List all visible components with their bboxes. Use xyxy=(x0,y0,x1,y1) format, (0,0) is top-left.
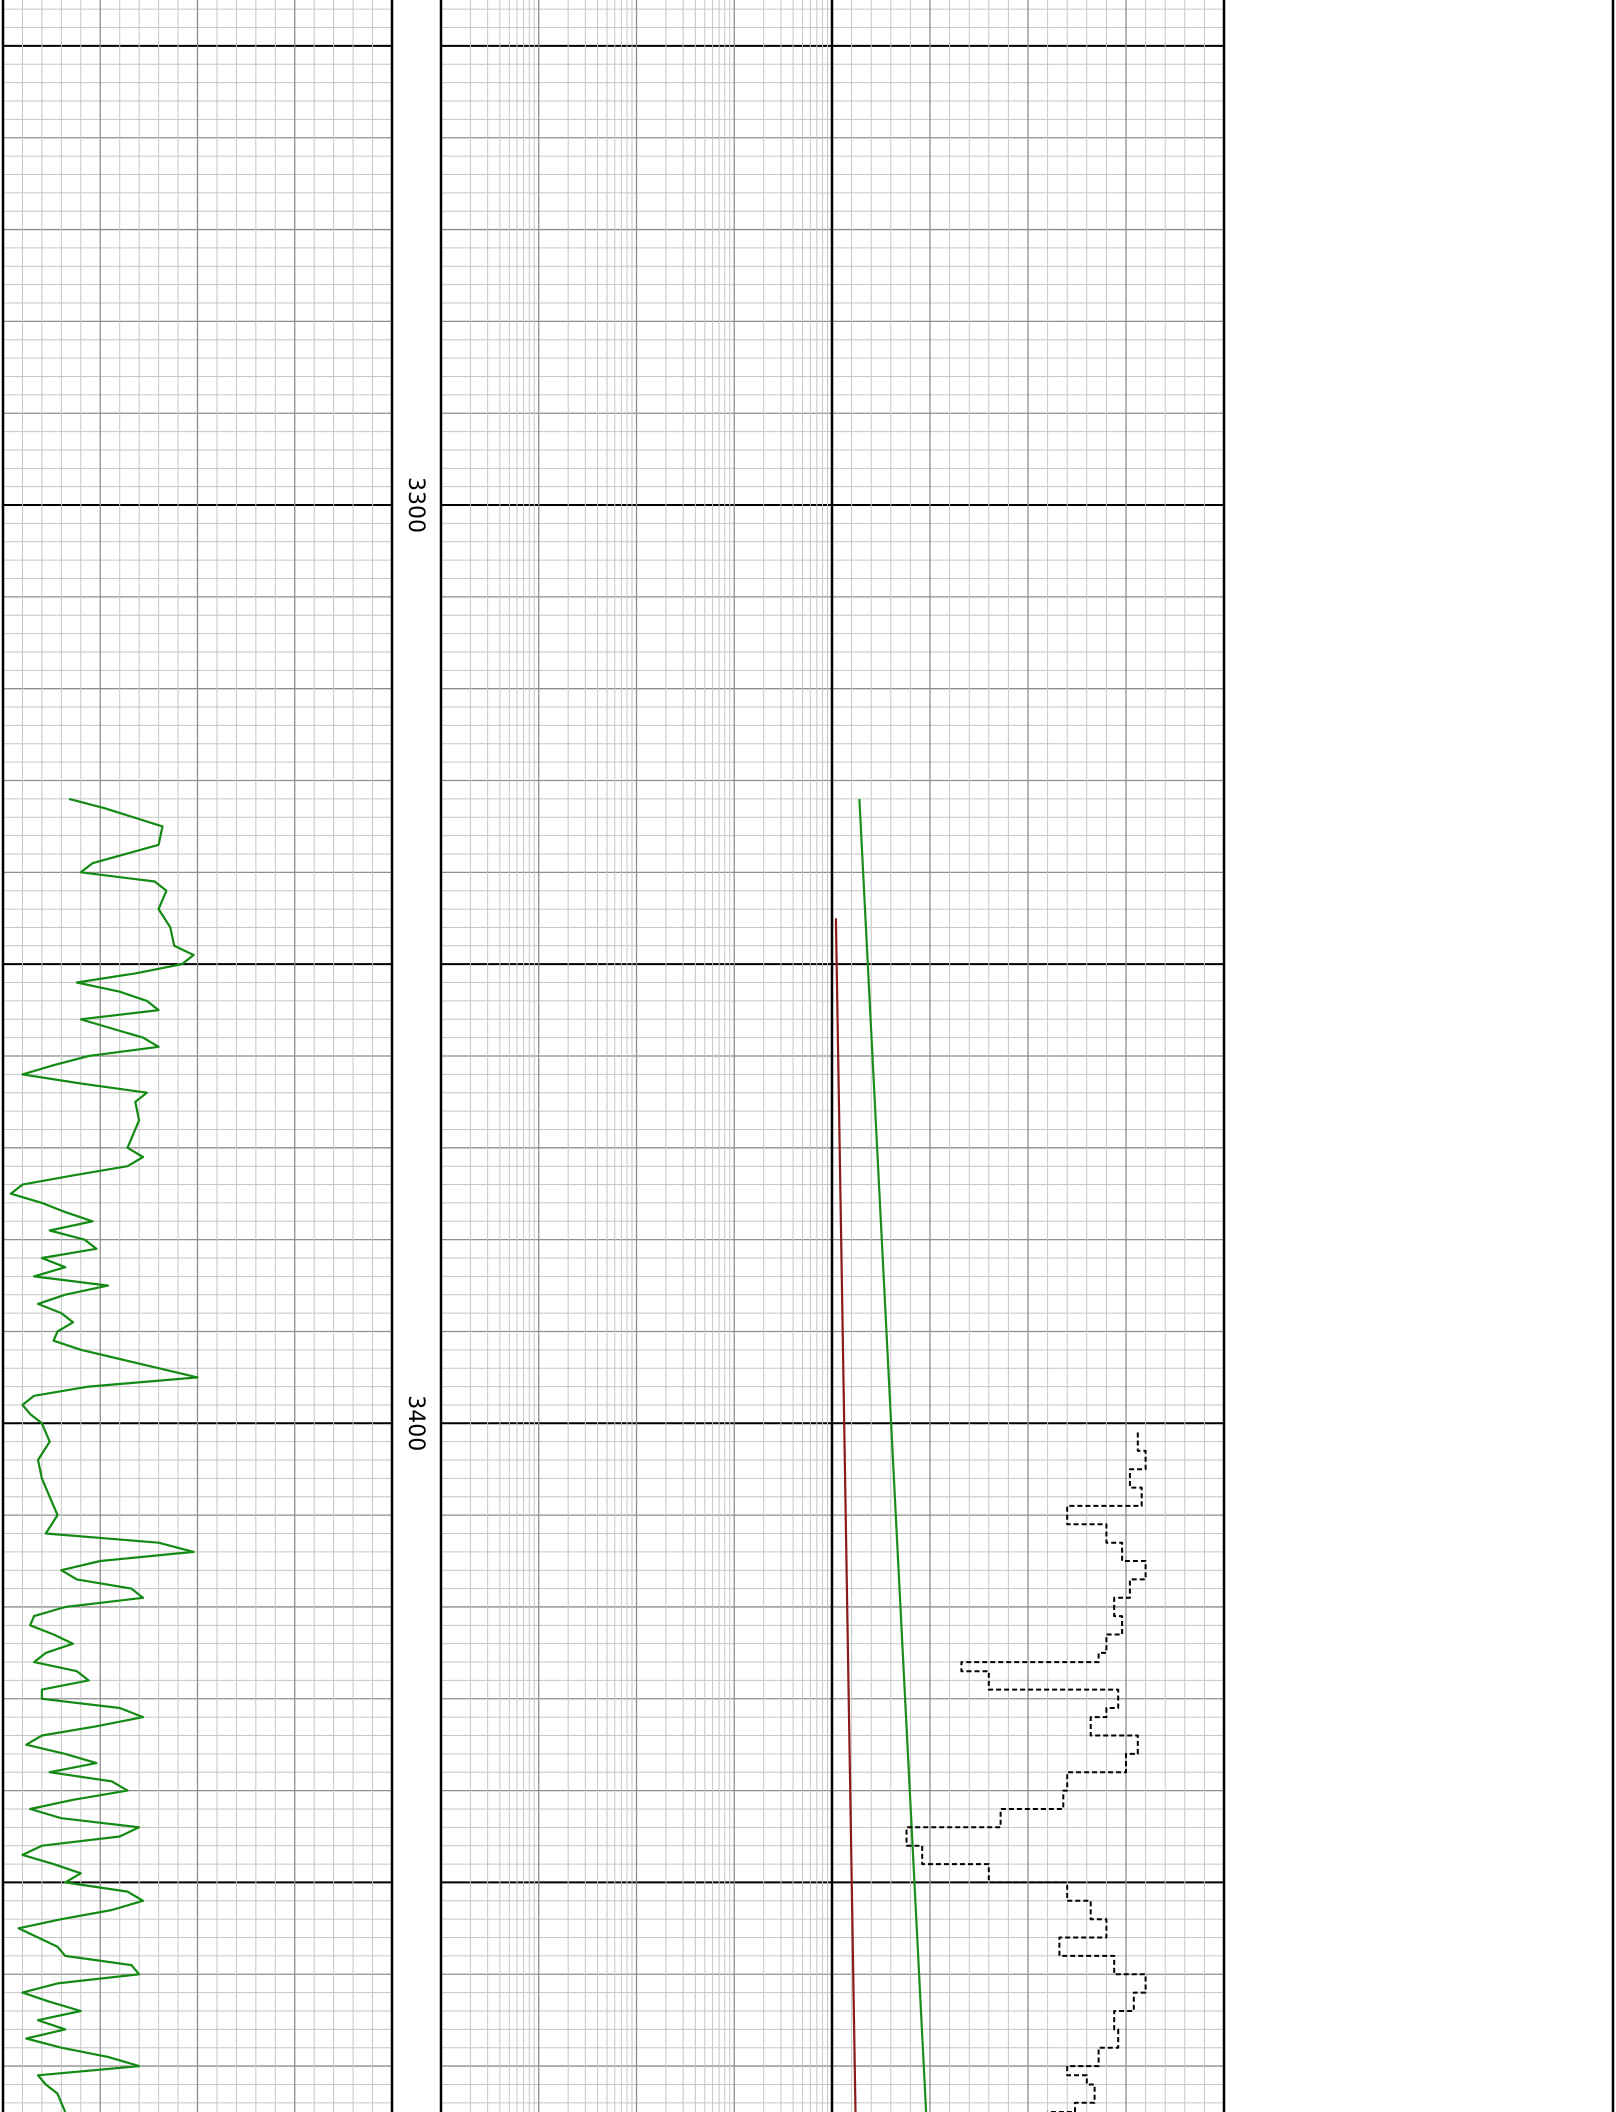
depth-label: 3300 xyxy=(403,477,428,533)
depth-label: 3400 xyxy=(403,1395,428,1451)
curve-gamma-ray xyxy=(9,797,199,2112)
depth-label-layer: 3300 3400 xyxy=(403,477,428,1451)
curve-layer xyxy=(9,797,1147,2112)
curve-resistivity-red xyxy=(834,918,857,2112)
curve-resistivity-green xyxy=(858,798,928,2112)
grid-layer xyxy=(3,0,1224,2112)
